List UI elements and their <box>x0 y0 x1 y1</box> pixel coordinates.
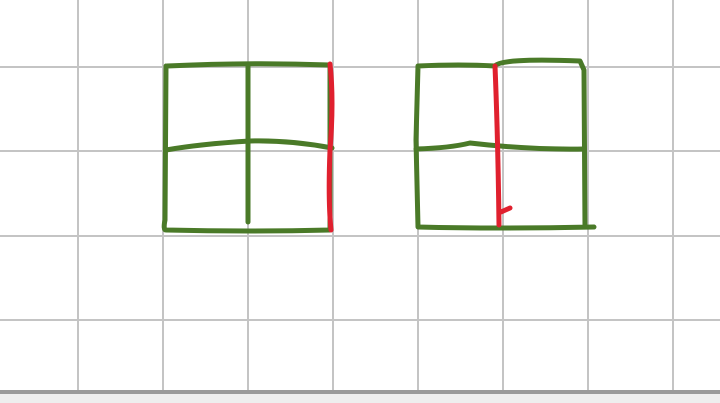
left-square-horizontal-divider <box>163 138 335 153</box>
grid-lines <box>0 0 720 390</box>
right-red-line <box>492 63 513 228</box>
left-red-line <box>326 61 335 233</box>
right-square-horizontal-divider <box>413 140 587 152</box>
bottom-toolbar-area <box>0 394 720 403</box>
left-square-drawing <box>161 61 335 234</box>
left-square-outline <box>161 61 333 234</box>
drawing-canvas[interactable] <box>0 0 720 390</box>
bottom-divider-bar <box>0 390 720 394</box>
right-square-drawing <box>413 57 597 231</box>
